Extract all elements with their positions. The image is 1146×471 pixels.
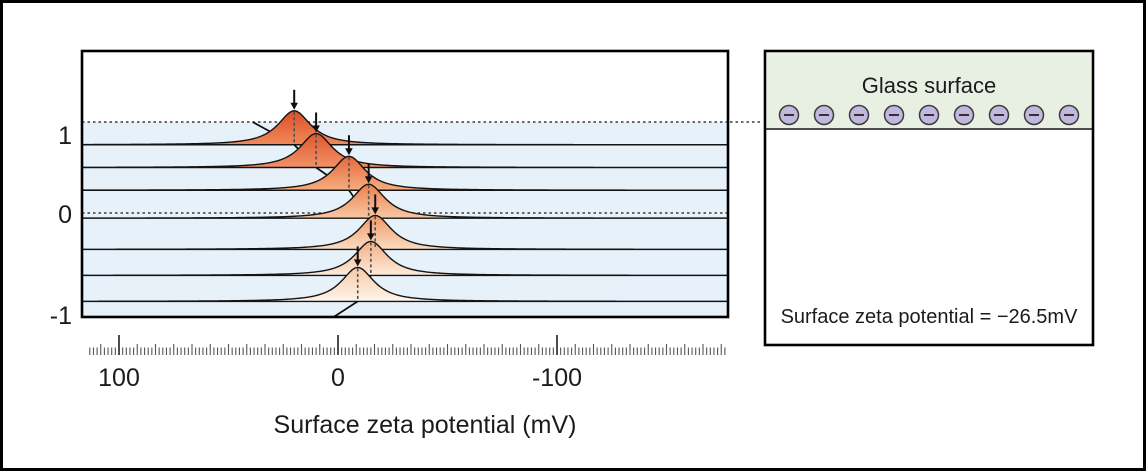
result-value-text: Surface zeta potential = −26.5mV: [781, 306, 1079, 328]
panel-border: [763, 49, 1095, 347]
distribution-curve: [81, 110, 729, 146]
distribution-curve: [81, 183, 729, 219]
x-tick-label-neg100: -100: [532, 364, 582, 392]
y-tick-label-neg1: -1: [50, 302, 72, 330]
x-tick-label-0: 0: [331, 364, 345, 392]
peak-arrow-icon: [345, 148, 353, 156]
panel-title: Glass surface: [862, 73, 997, 98]
y-tick-label-0: 0: [58, 201, 72, 229]
y-tick-label-1: 1: [58, 122, 72, 150]
peak-arrow-icon: [353, 259, 362, 267]
distribution-curve: [81, 240, 729, 277]
peak-arrow-icon: [290, 102, 298, 110]
x-axis-title: Surface zeta potential (mV): [274, 411, 577, 439]
ridgeline-chart: [80, 49, 730, 355]
plot-frame: [80, 49, 730, 319]
water-region: [82, 122, 728, 317]
distribution-curve: [81, 155, 729, 191]
peak-arrow-icon: [312, 125, 320, 133]
negative-charge-row: [778, 104, 1080, 126]
distribution-curve: [81, 214, 729, 251]
peak-arrow-icon: [364, 176, 373, 184]
distribution-curve: [81, 266, 729, 303]
trend-line-segment: [333, 300, 359, 318]
surface-zeta-potential-figure: 100 0 -100 Surface zeta potential (mV) 1…: [50, 49, 1095, 439]
distribution-curve: [81, 132, 729, 169]
x-tick-label-100: 100: [98, 364, 140, 392]
glass-surface-panel: Glass surface Surface zeta potential = −…: [763, 49, 1095, 347]
peak-arrow-icon: [371, 207, 380, 215]
peak-arrow-icon: [367, 233, 375, 241]
